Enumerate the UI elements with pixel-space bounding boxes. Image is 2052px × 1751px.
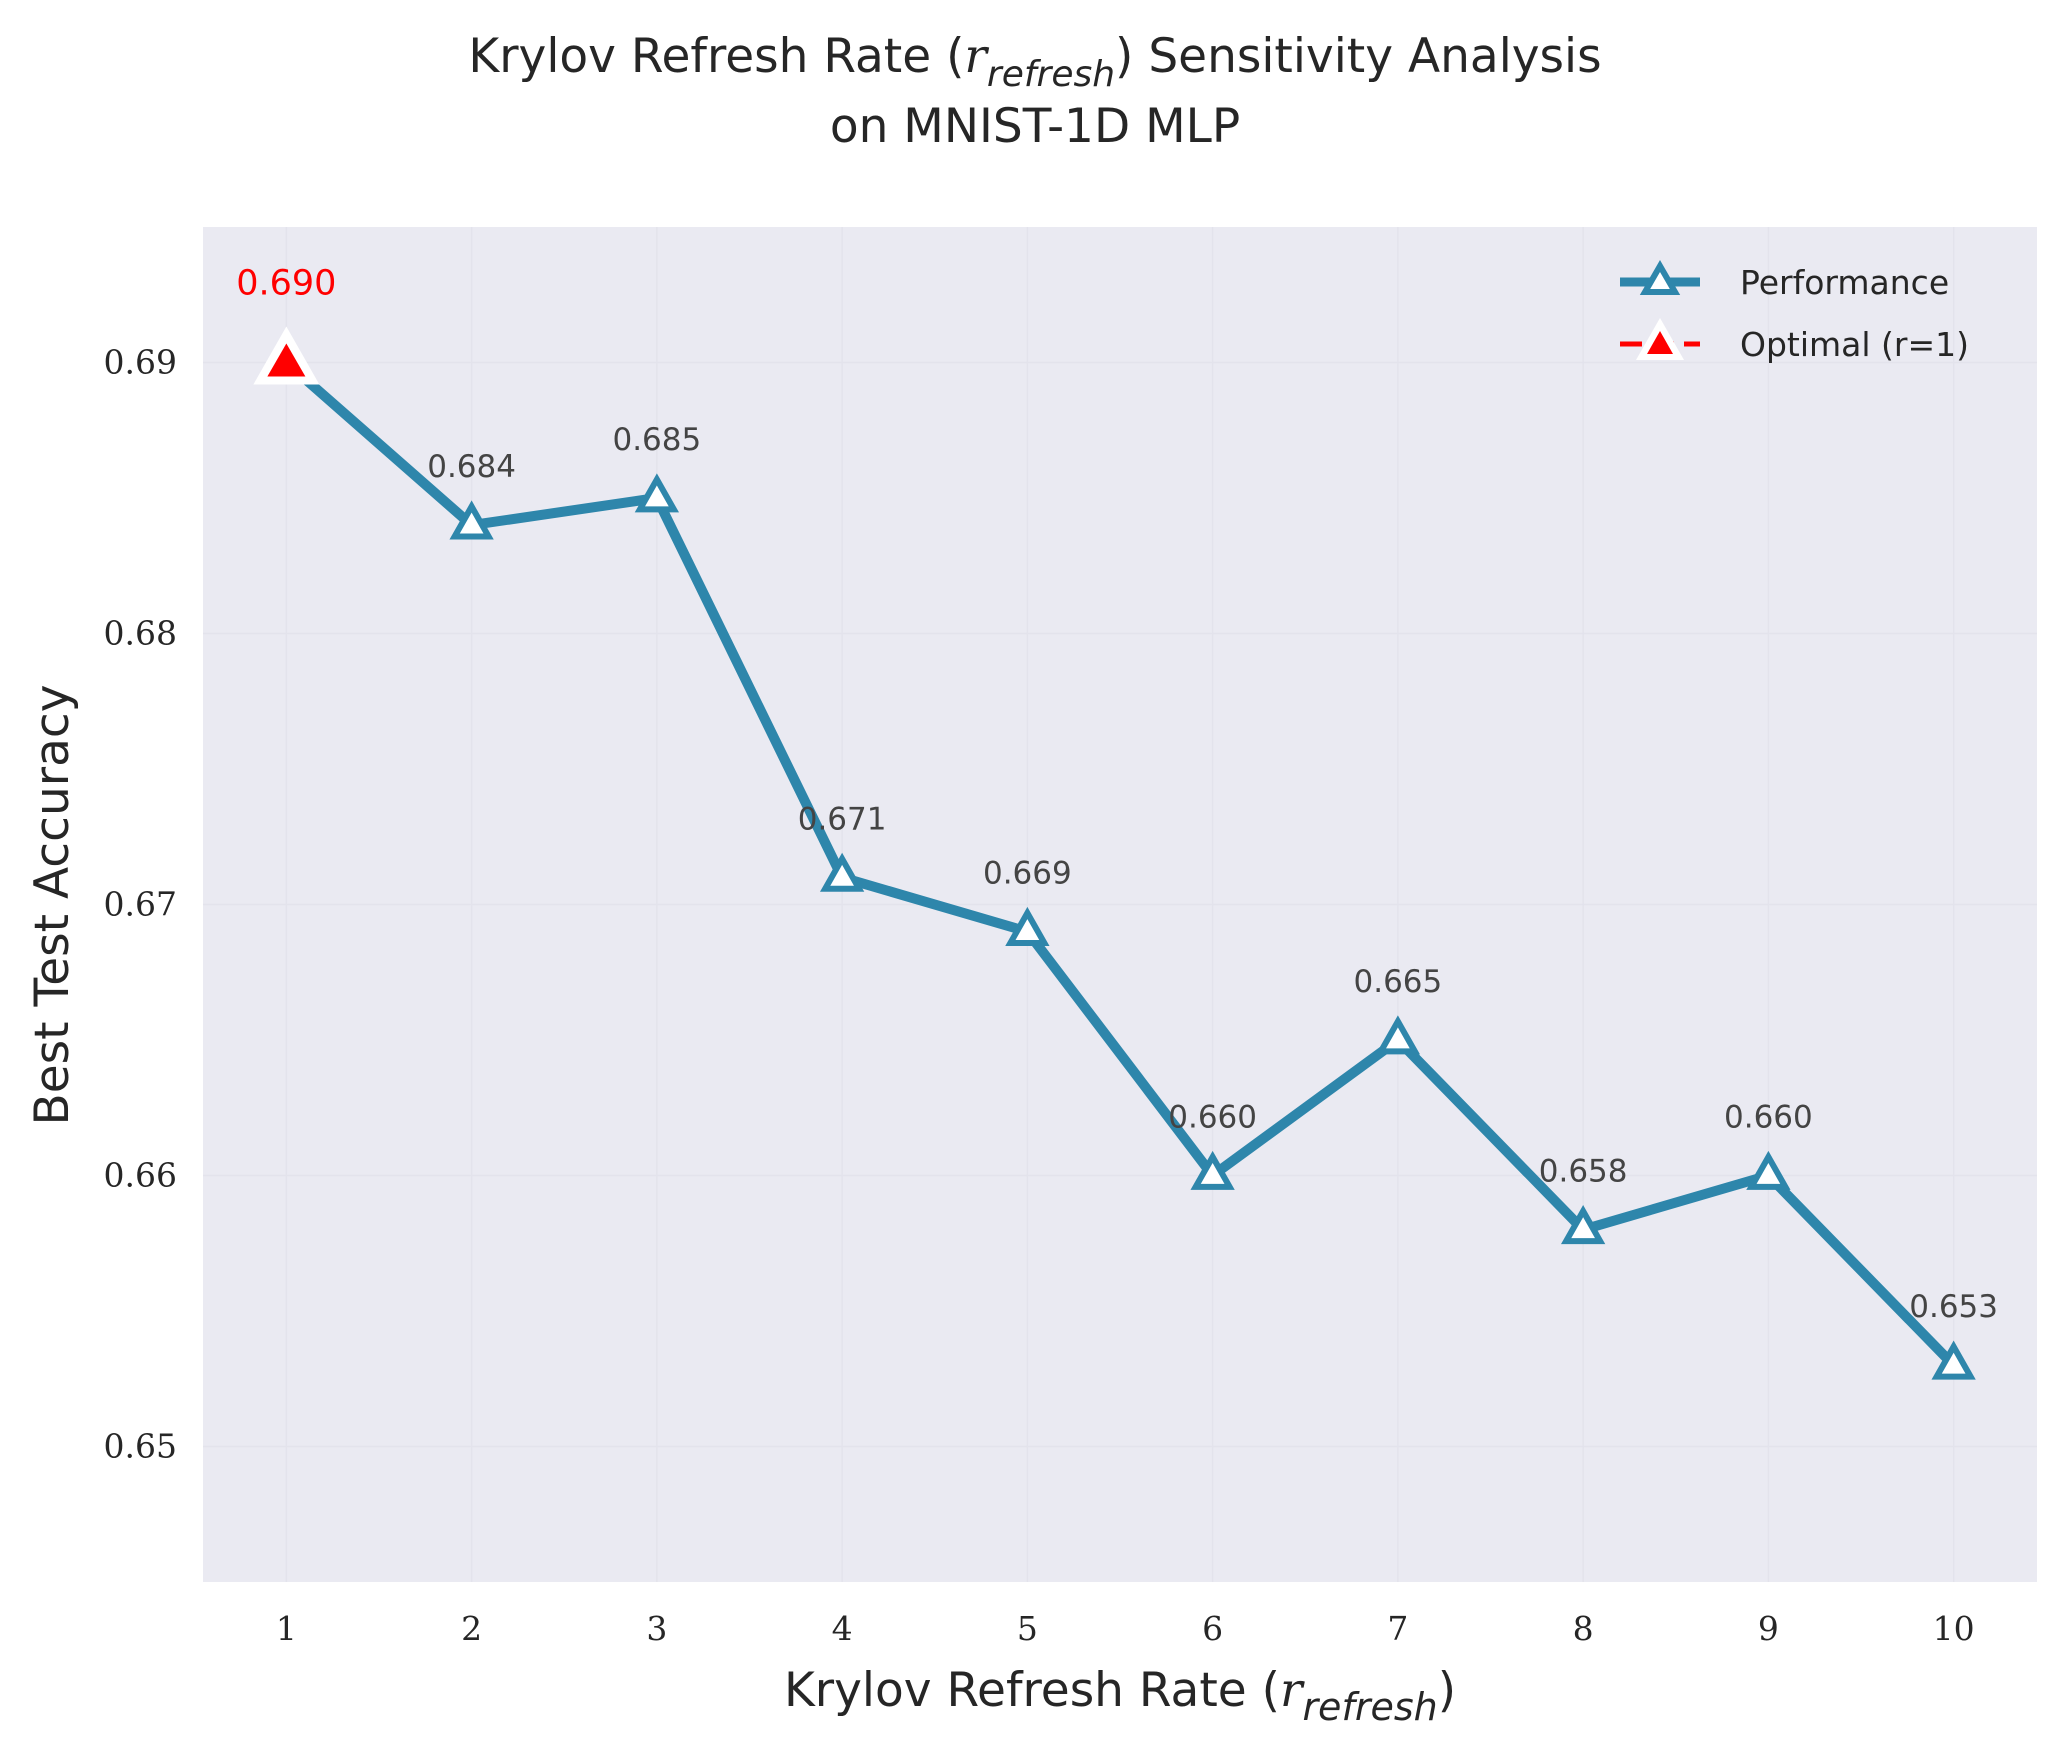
data-label-best: 0.690 xyxy=(236,264,336,304)
x-tick-label: 9 xyxy=(1758,1609,1779,1648)
performance-markers xyxy=(264,337,1976,1380)
data-label: 0.665 xyxy=(1354,964,1443,1000)
y-tick-label: 0.67 xyxy=(104,885,177,924)
chart-title-line2: on MNIST-1D MLP xyxy=(830,99,1240,154)
legend-performance-label: Performance xyxy=(1740,263,1949,302)
x-tick-label: 8 xyxy=(1573,1609,1594,1648)
x-tick-label: 2 xyxy=(461,1609,482,1648)
data-label: 0.660 xyxy=(1168,1100,1257,1136)
grid-lines xyxy=(203,227,2037,1582)
data-label: 0.671 xyxy=(798,801,887,837)
x-tick-labels: 1 2 3 4 5 6 7 8 9 10 xyxy=(276,1609,1975,1648)
x-tick-label: 1 xyxy=(276,1609,297,1648)
performance-marker xyxy=(1190,1150,1235,1190)
y-tick-labels: 0.65 0.66 0.67 0.68 0.69 xyxy=(104,343,177,1466)
y-tick-label: 0.66 xyxy=(104,1156,177,1195)
x-tick-label: 4 xyxy=(832,1609,853,1648)
x-tick-label: 7 xyxy=(1387,1609,1408,1648)
data-label: 0.653 xyxy=(1909,1289,1998,1325)
data-label: 0.669 xyxy=(983,856,1072,892)
data-label: 0.685 xyxy=(612,422,701,458)
data-label: 0.684 xyxy=(427,449,516,485)
performance-series xyxy=(281,357,1959,1371)
legend-performance-marker xyxy=(1639,259,1681,295)
y-tick-label: 0.68 xyxy=(104,614,177,653)
performance-marker xyxy=(1005,906,1050,946)
x-tick-label: 6 xyxy=(1202,1609,1223,1648)
legend-optimal-label: Optimal (r=1) xyxy=(1740,325,1969,364)
x-tick-label: 10 xyxy=(1933,1609,1975,1648)
y-tick-label: 0.65 xyxy=(104,1427,177,1466)
data-label: 0.660 xyxy=(1724,1100,1813,1136)
performance-marker xyxy=(449,500,494,540)
chart-title-line1: Krylov Refresh Rate (rrefresh) Sensitivi… xyxy=(468,29,1601,95)
optimal-marker xyxy=(267,343,306,377)
performance-marker xyxy=(634,473,680,513)
data-label: 0.658 xyxy=(1539,1154,1628,1190)
legend: Performance Optimal (r=1) xyxy=(1620,259,1969,364)
performance-marker xyxy=(1560,1205,1606,1245)
performance-marker xyxy=(819,852,865,892)
x-tick-label: 3 xyxy=(646,1609,667,1648)
y-axis-label: Best Test Accuracy xyxy=(25,684,80,1125)
x-axis-label: Krylov Refresh Rate (rrefresh) xyxy=(784,1663,1456,1729)
legend-optimal-marker-inner xyxy=(1647,331,1673,354)
performance-marker xyxy=(1375,1015,1421,1055)
optimal-series xyxy=(253,326,320,385)
performance-marker xyxy=(1931,1340,1976,1380)
x-tick-label: 5 xyxy=(1017,1609,1038,1648)
data-labels: 0.690 0.684 0.685 0.671 0.669 0.660 0.665 0.658… xyxy=(236,264,1998,1326)
y-tick-label: 0.69 xyxy=(104,343,177,382)
performance-line xyxy=(281,357,1959,1371)
performance-marker xyxy=(1746,1150,1791,1190)
